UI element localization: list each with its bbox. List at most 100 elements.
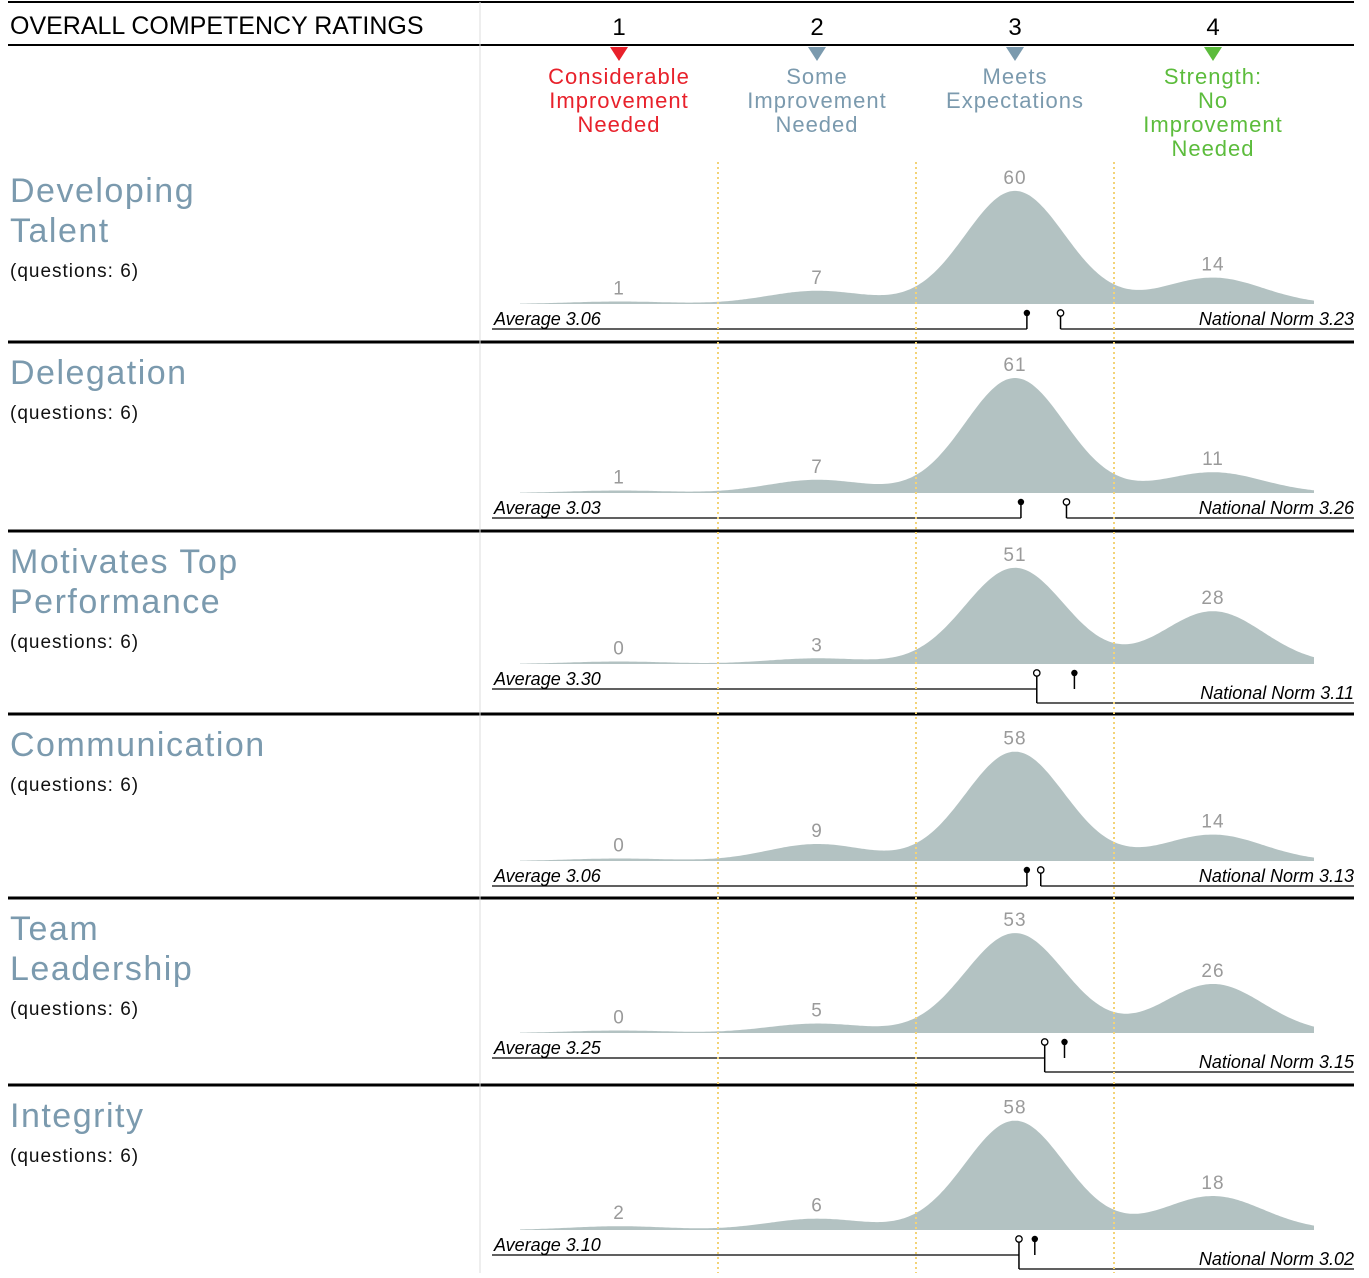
competency-title: Talent <box>10 212 110 250</box>
value-label: 3 <box>811 635 823 656</box>
distribution-area <box>520 567 1314 664</box>
scale-label-line: Improvement <box>549 88 688 113</box>
value-label: 58 <box>1003 729 1026 750</box>
norm-dot <box>1032 669 1041 677</box>
distribution-area <box>520 751 1314 861</box>
value-label: 61 <box>1003 355 1026 376</box>
value-label: 53 <box>1003 910 1026 931</box>
value-label: 0 <box>613 1007 625 1028</box>
scale-label-line: Considerable <box>548 64 690 89</box>
distribution-area <box>520 190 1314 304</box>
scale-label-line: Meets <box>983 64 1048 89</box>
norm-label: National Norm 3.02 <box>1199 1249 1354 1269</box>
header: OVERALL COMPETENCY RATINGS <box>10 12 424 40</box>
value-label: 28 <box>1201 588 1224 609</box>
norm-dot <box>1062 498 1071 506</box>
competency-title: Team <box>10 910 99 948</box>
competency-title: Developing <box>10 172 195 210</box>
value-label: 0 <box>613 638 625 659</box>
scale-label-line: Some <box>786 64 847 89</box>
average-label: Average 3.25 <box>493 1038 602 1058</box>
average-dot <box>1023 309 1031 317</box>
scale-number: 2 <box>810 14 823 41</box>
average-label: Average 3.06 <box>493 309 602 329</box>
norm-label: National Norm 3.11 <box>1200 683 1354 703</box>
value-label: 60 <box>1003 168 1026 189</box>
scale-label-line: Expectations <box>946 88 1084 113</box>
scale-label-line: Needed <box>577 112 660 137</box>
competency-title: Leadership <box>10 950 193 988</box>
value-label: 2 <box>613 1203 625 1224</box>
value-label: 26 <box>1201 961 1224 982</box>
norm-dot <box>1040 1038 1049 1046</box>
questions-count: (questions: 6) <box>10 261 139 282</box>
value-label: 51 <box>1003 545 1026 566</box>
value-label: 5 <box>811 1001 823 1022</box>
scale-label-line: Improvement <box>747 88 886 113</box>
average-label: Average 3.03 <box>493 498 601 518</box>
average-dot <box>1071 669 1078 677</box>
scale-number: 3 <box>1008 14 1021 41</box>
average-dot <box>1017 498 1025 506</box>
scale-label-line: Needed <box>775 112 858 137</box>
questions-count: (questions: 6) <box>10 403 139 424</box>
scale-label-line: No <box>1198 88 1228 113</box>
rating-scale: 1ConsiderableImprovementNeeded2SomeImpro… <box>548 14 1282 161</box>
competency-title: Delegation <box>10 354 188 392</box>
norm-dot <box>1036 866 1045 874</box>
distribution-area <box>520 933 1314 1033</box>
value-label: 0 <box>613 835 625 856</box>
value-label: 18 <box>1201 1173 1224 1194</box>
questions-count: (questions: 6) <box>10 632 139 653</box>
value-label: 7 <box>811 268 823 289</box>
average-dot <box>1023 866 1031 874</box>
competency-title: Performance <box>10 583 221 621</box>
average-label: Average 3.06 <box>493 866 602 886</box>
scale-number: 1 <box>612 14 625 41</box>
distribution-area <box>520 1120 1314 1230</box>
scale-label-line: Strength: <box>1164 64 1262 89</box>
scale-marker-icon <box>1204 47 1222 61</box>
competency-title: Motivates Top <box>10 543 239 581</box>
average-dot <box>1061 1038 1068 1046</box>
scale-marker-icon <box>1006 47 1024 61</box>
value-label: 6 <box>811 1196 823 1217</box>
value-label: 14 <box>1201 812 1224 833</box>
value-label: 9 <box>811 821 823 842</box>
questions-count: (questions: 6) <box>10 1146 139 1167</box>
average-dot <box>1031 1235 1039 1243</box>
competency-row: Communication (questions: 6) 0 9 58 14 Average… <box>8 712 1354 887</box>
norm-label: National Norm 3.15 <box>1199 1052 1355 1072</box>
norm-label: National Norm 3.23 <box>1199 309 1354 329</box>
scale-marker-icon <box>610 47 628 61</box>
average-label: Average 3.10 <box>493 1235 601 1255</box>
scale-label-line: Improvement <box>1143 112 1282 137</box>
header-title: OVERALL COMPETENCY RATINGS <box>10 12 424 40</box>
norm-dot <box>1015 1235 1023 1243</box>
questions-count: (questions: 6) <box>10 999 139 1020</box>
questions-count: (questions: 6) <box>10 775 139 796</box>
value-label: 1 <box>613 467 625 488</box>
norm-label: National Norm 3.26 <box>1199 498 1355 518</box>
competency-row: Delegation (questions: 6) 1 7 61 11 Average 3.… <box>8 340 1355 519</box>
scale-number: 4 <box>1206 14 1219 41</box>
value-label: 14 <box>1201 255 1224 276</box>
value-label: 7 <box>811 457 823 478</box>
competency-title: Communication <box>10 726 266 764</box>
competency-row: Integrity (questions: 6) 2 6 58 18 Average 3.1… <box>8 1083 1354 1270</box>
scale-label-line: Needed <box>1171 136 1254 161</box>
value-label: 58 <box>1003 1098 1026 1119</box>
value-label: 11 <box>1202 449 1224 470</box>
norm-label: National Norm 3.13 <box>1199 866 1354 886</box>
value-label: 1 <box>613 278 625 299</box>
norm-dot <box>1056 309 1065 317</box>
